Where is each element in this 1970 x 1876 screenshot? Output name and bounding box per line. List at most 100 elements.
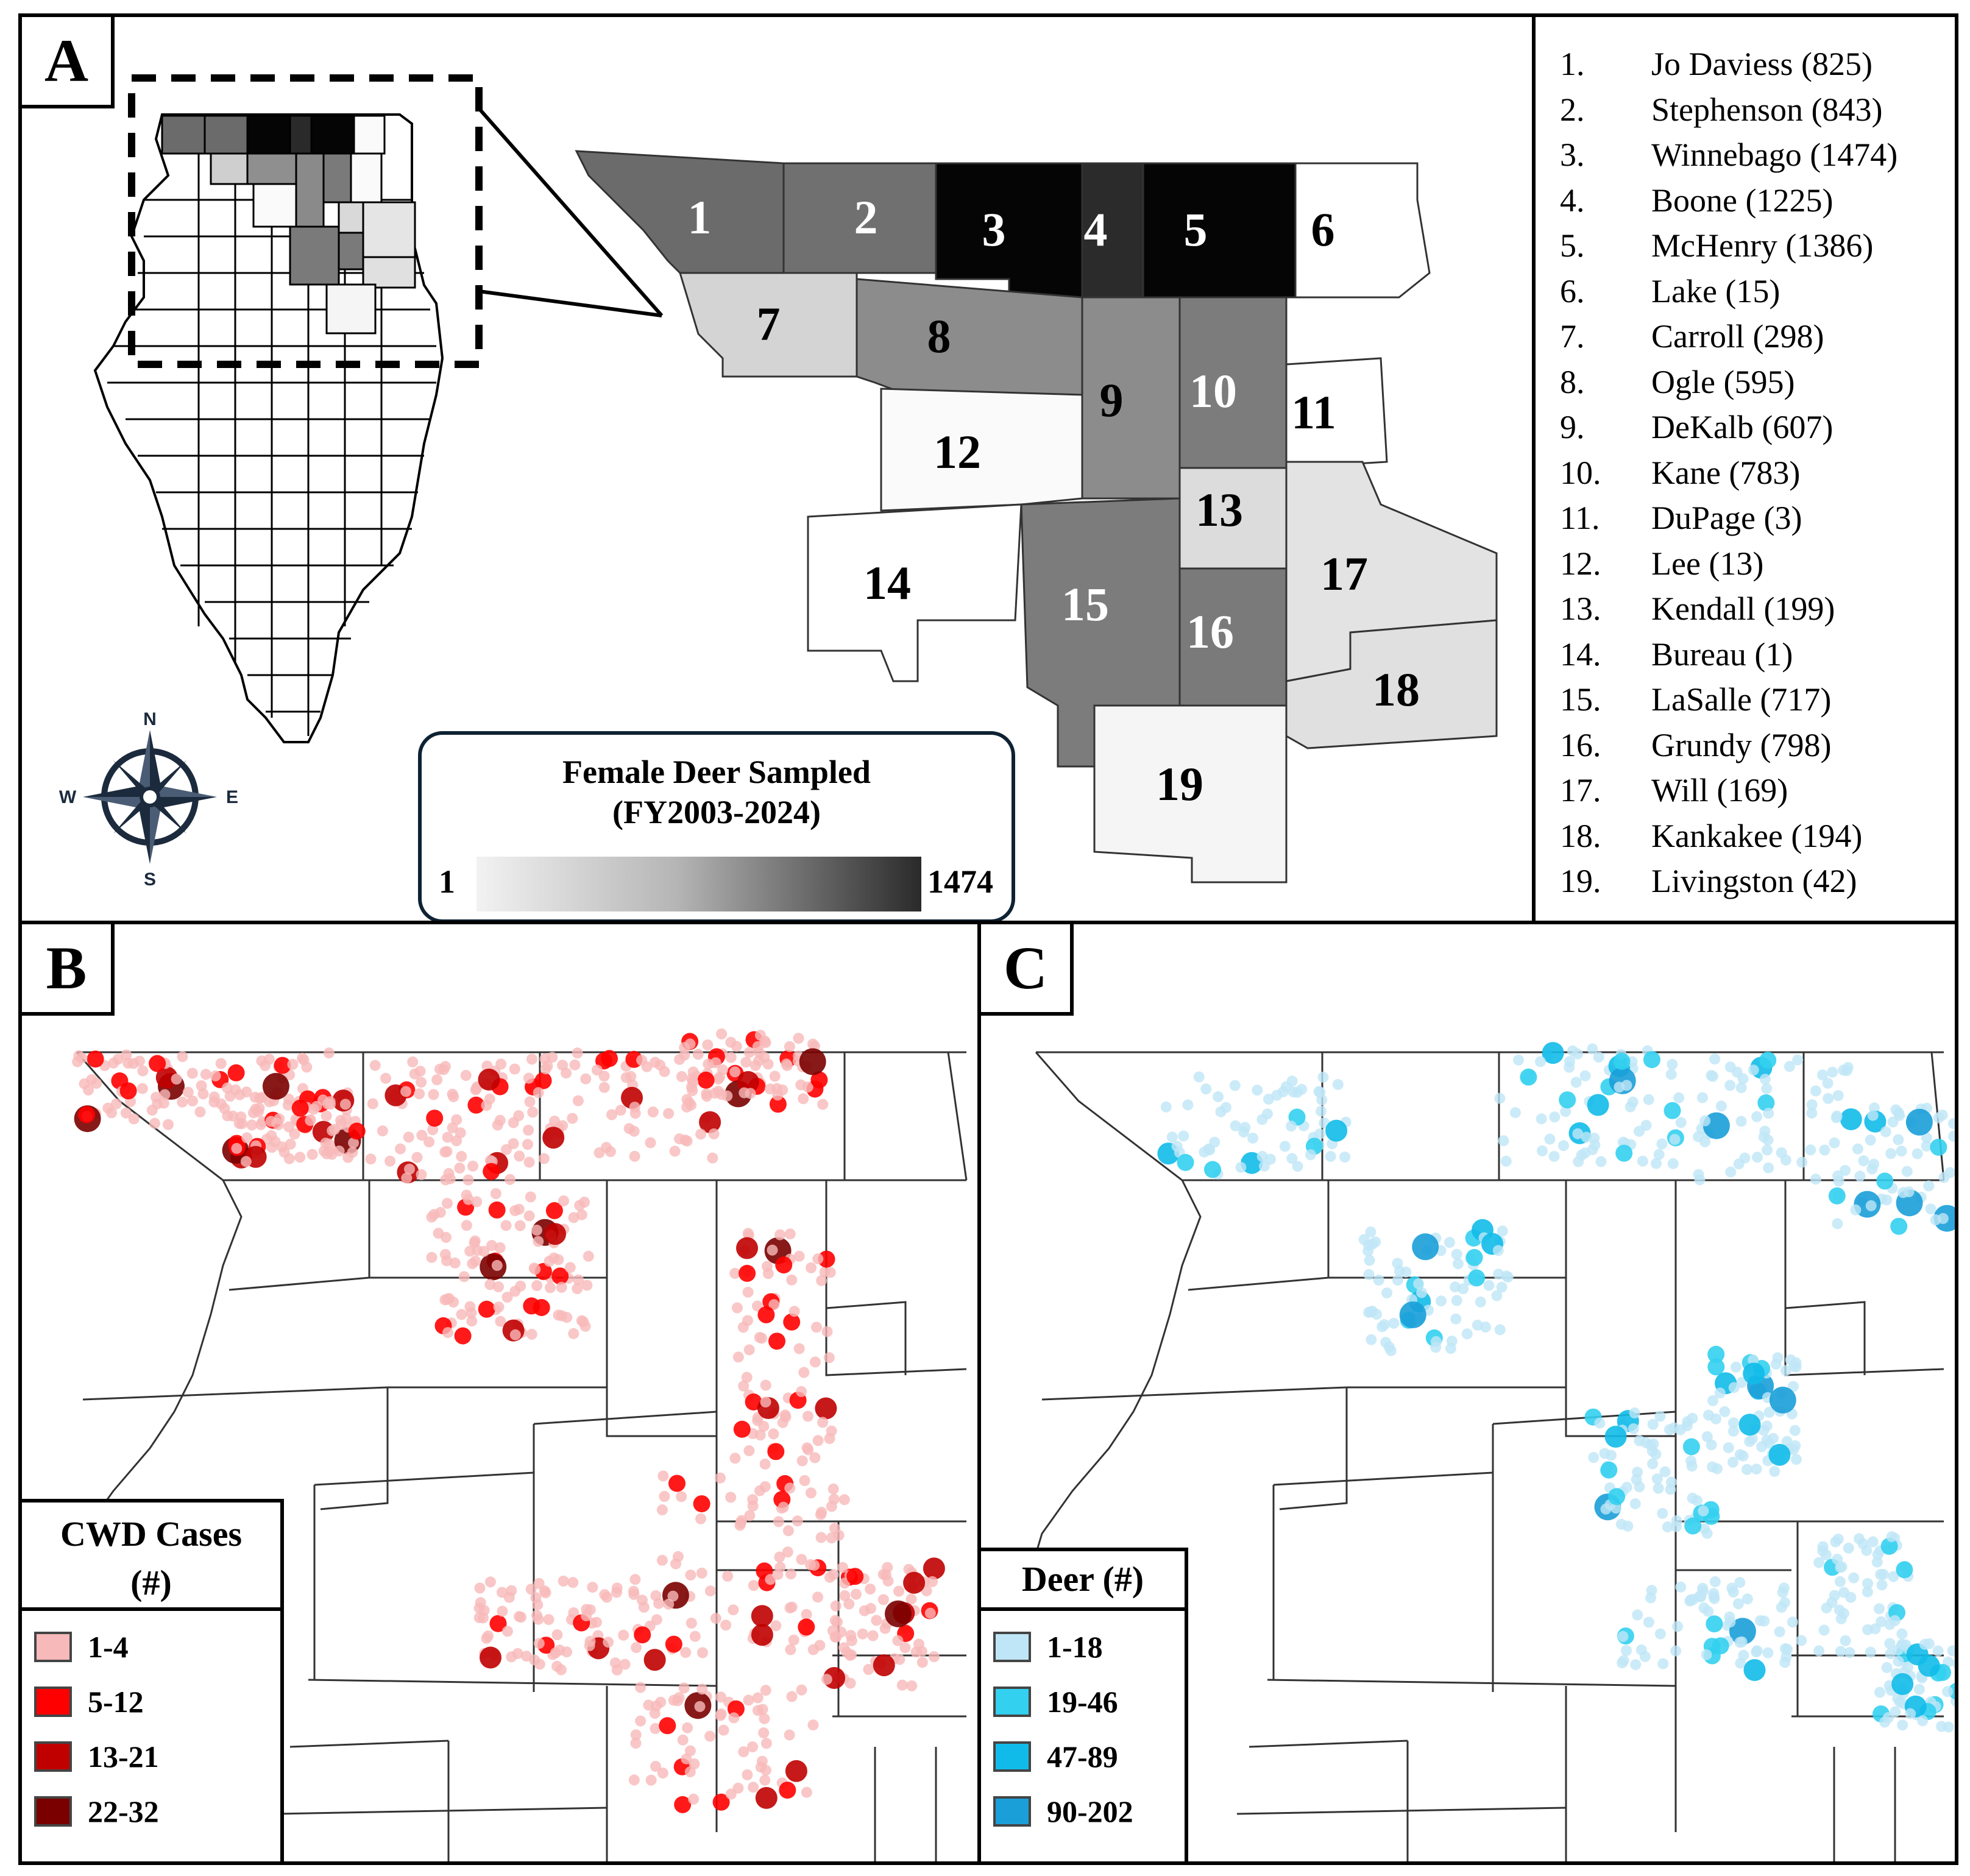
map-point	[1900, 1639, 1912, 1651]
map-point	[1362, 1245, 1374, 1257]
map-point	[1779, 1643, 1791, 1654]
map-point	[545, 1202, 563, 1219]
map-point	[1166, 1131, 1178, 1143]
map-point	[684, 1745, 696, 1757]
map-point	[531, 1280, 543, 1291]
map-point	[810, 1071, 828, 1089]
map-point	[1657, 1507, 1668, 1519]
county-9	[1081, 296, 1181, 500]
map-point	[1867, 1536, 1879, 1548]
map-point	[1178, 1130, 1189, 1142]
map-point	[1777, 1587, 1788, 1598]
map-point	[784, 1729, 795, 1741]
map-point	[663, 1598, 675, 1610]
map-point	[619, 1658, 631, 1670]
county-list-item: 8. Ogle (595)	[1560, 359, 1897, 405]
county-3	[935, 162, 1083, 299]
county-label-8: 8	[927, 310, 951, 363]
map-point	[759, 1458, 771, 1470]
map-point	[1646, 1585, 1657, 1596]
map-point	[461, 1220, 472, 1231]
map-point	[526, 1328, 537, 1340]
county-number: 18.	[1560, 817, 1601, 854]
map-point	[812, 1435, 824, 1446]
map-point	[1727, 1456, 1738, 1468]
map-point	[1843, 1542, 1854, 1554]
map-point	[121, 1049, 132, 1061]
map-point	[1744, 1435, 1756, 1447]
map-point	[1748, 1064, 1759, 1076]
map-point	[785, 1568, 796, 1580]
panel-c-county-lines	[1010, 1051, 1945, 1861]
map-point	[1762, 1647, 1774, 1658]
map-point	[1921, 1132, 1932, 1144]
map-point	[1897, 1719, 1908, 1731]
map-point	[524, 1096, 536, 1108]
map-point	[1840, 1108, 1862, 1130]
map-point	[743, 1445, 755, 1456]
map-point	[523, 1210, 535, 1222]
county-name: Winnebago (1474)	[1651, 136, 1898, 173]
map-point	[837, 1562, 848, 1573]
map-point	[603, 1637, 614, 1648]
map-point	[1894, 1696, 1905, 1708]
map-point	[1450, 1281, 1461, 1293]
map-point	[1838, 1064, 1849, 1076]
map-point	[194, 1106, 206, 1117]
map-point	[1579, 1147, 1591, 1159]
map-point	[686, 1618, 697, 1629]
map-point	[1247, 1133, 1258, 1144]
county-name: Livingston (42)	[1651, 863, 1857, 899]
county-number: 6.	[1560, 272, 1585, 310]
map-point	[222, 1082, 233, 1094]
map-point	[1364, 1255, 1375, 1266]
map-point	[1263, 1094, 1274, 1105]
map-point	[572, 1047, 583, 1059]
map-point	[1388, 1317, 1400, 1329]
map-point	[916, 1657, 928, 1668]
map-point	[456, 1309, 467, 1320]
map-point	[1643, 1051, 1660, 1069]
map-point	[333, 1145, 345, 1157]
map-point	[1682, 1438, 1700, 1456]
map-point	[634, 1626, 651, 1644]
map-point	[523, 1297, 540, 1315]
county-list-item: 10. Kane (783)	[1560, 450, 1897, 496]
map-point	[663, 1108, 675, 1119]
county-name: Will (169)	[1651, 772, 1788, 809]
map-point	[1759, 1125, 1771, 1137]
map-point	[171, 1074, 182, 1085]
map-point	[1629, 1407, 1640, 1418]
legend-swatch	[34, 1687, 72, 1717]
map-point	[650, 1590, 662, 1601]
map-point	[321, 1110, 332, 1122]
map-point	[1559, 1091, 1576, 1109]
map-point	[767, 1443, 785, 1460]
map-point	[1708, 1588, 1720, 1599]
map-point	[713, 1086, 724, 1097]
legend-swatch	[34, 1741, 72, 1772]
map-point	[1182, 1099, 1194, 1111]
map-point	[568, 1212, 579, 1223]
map-point	[1822, 1077, 1834, 1089]
map-point	[542, 1127, 565, 1149]
map-point	[1835, 1613, 1847, 1624]
map-point	[431, 1074, 443, 1086]
county-8	[856, 278, 1083, 402]
map-point	[1461, 1328, 1473, 1340]
map-point	[1643, 1094, 1654, 1105]
map-point	[783, 1313, 801, 1331]
map-point	[501, 1144, 512, 1155]
map-point	[1784, 1061, 1795, 1072]
map-point	[231, 1142, 243, 1154]
map-point	[481, 1632, 492, 1644]
legend-item: 1-18	[993, 1619, 1185, 1674]
county-name: DuPage (3)	[1651, 500, 1802, 536]
map-point	[416, 1077, 427, 1088]
map-point	[1314, 1128, 1325, 1140]
map-point	[740, 1057, 752, 1068]
compass-rose-icon: N S E W	[59, 709, 238, 890]
map-point	[716, 1028, 728, 1039]
map-point	[1865, 1200, 1877, 1211]
map-point	[796, 1386, 807, 1397]
